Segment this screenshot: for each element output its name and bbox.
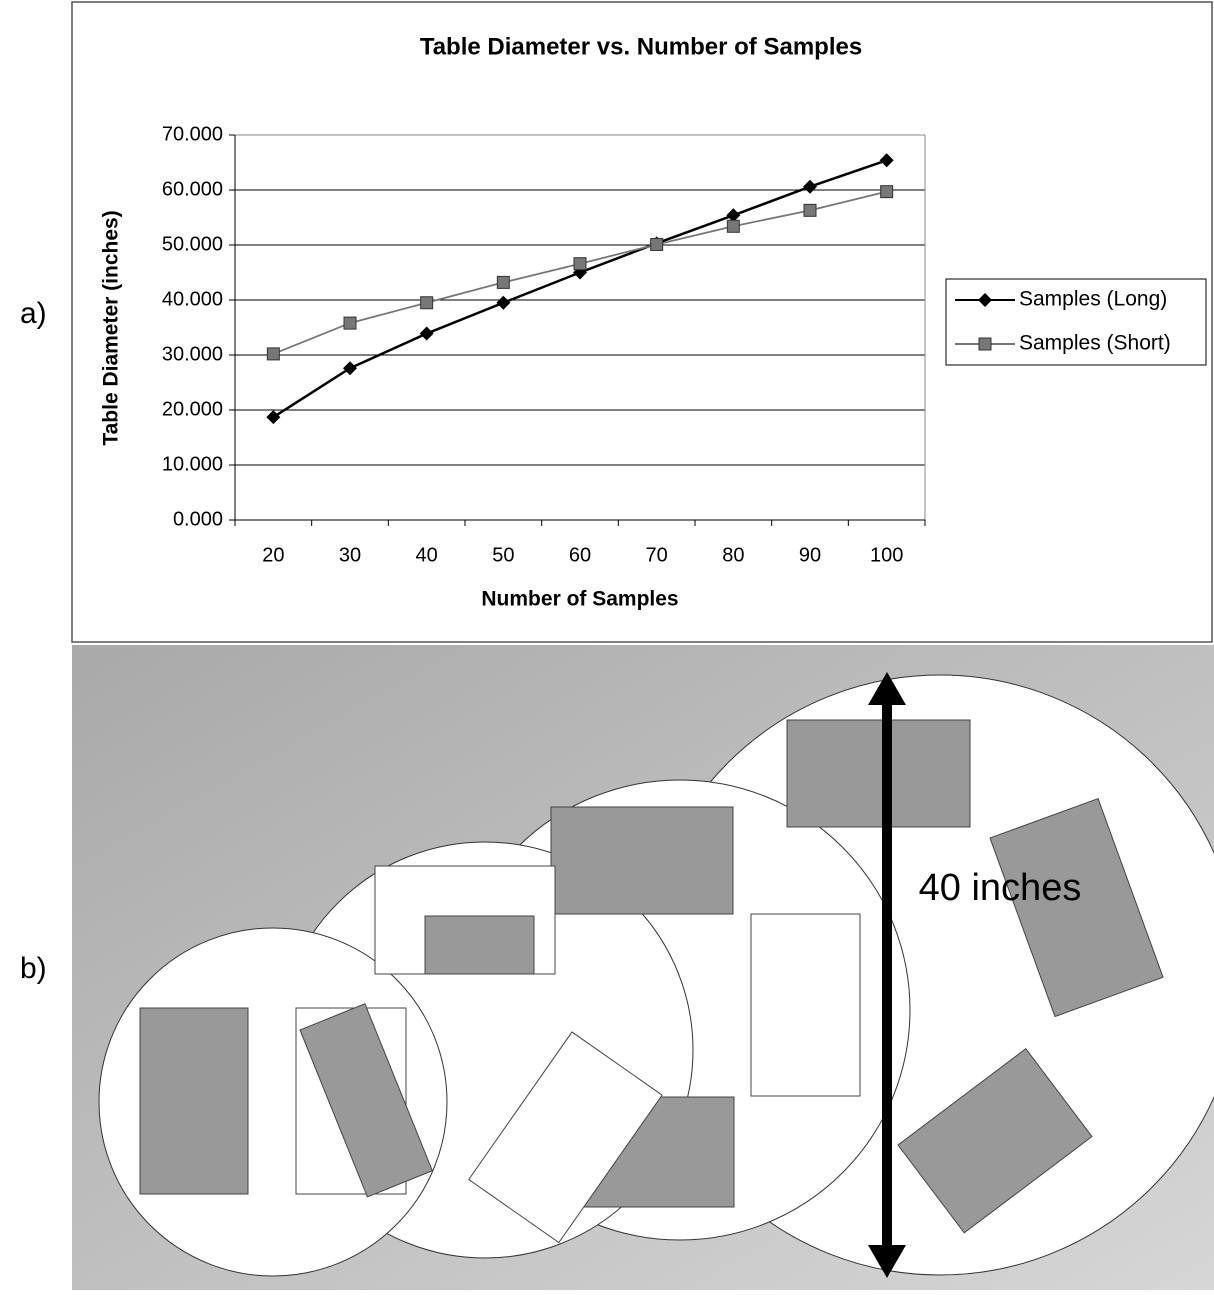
marker	[979, 338, 991, 350]
panel-label: a)	[20, 297, 47, 330]
x-tick-label: 90	[799, 544, 821, 566]
marker	[421, 297, 433, 309]
y-tick-label: 0.000	[173, 508, 223, 530]
annotation: 40 inches	[919, 867, 1082, 909]
x-tick-label: 80	[722, 544, 744, 566]
x-tick-label: 50	[492, 544, 514, 566]
marker	[727, 220, 739, 232]
x-tick-label: 70	[646, 544, 668, 566]
y-tick-label: 10.000	[162, 453, 223, 475]
marker	[497, 276, 509, 288]
x-tick-label: 100	[870, 544, 903, 566]
diagram: 40 inches	[72, 645, 1214, 1290]
x-tick-label: 20	[262, 544, 284, 566]
legend-label: Samples (Long)	[1019, 288, 1167, 311]
marker	[574, 258, 586, 270]
marker	[344, 317, 356, 329]
legend-label: Samples (Short)	[1019, 332, 1171, 355]
figure: a) b) Table Diameter vs. Number of Sampl…	[0, 0, 1214, 1290]
chart-title: Table Diameter vs. Number of Samples	[420, 33, 862, 60]
marker	[804, 204, 816, 216]
y-tick-label: 20.000	[162, 398, 223, 420]
y-tick-label: 30.000	[162, 343, 223, 365]
y-axis-label: Table Diameter (inches)	[100, 210, 123, 445]
x-tick-label: 60	[569, 544, 591, 566]
marker	[881, 186, 893, 198]
y-tick-label: 40.000	[162, 288, 223, 310]
y-tick-label: 60.000	[162, 178, 223, 200]
panel-label: b)	[20, 952, 47, 985]
marker	[267, 348, 279, 360]
y-tick-label: 50.000	[162, 233, 223, 255]
x-tick-label: 30	[339, 544, 361, 566]
y-tick-label: 70.000	[162, 123, 223, 145]
x-tick-label: 40	[416, 544, 438, 566]
x-axis-label: Number of Samples	[481, 588, 678, 611]
marker	[651, 238, 663, 250]
